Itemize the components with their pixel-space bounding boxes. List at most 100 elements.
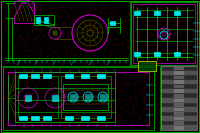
Point bbox=[75, 112, 79, 115]
Point bbox=[90, 80, 93, 83]
Bar bbox=[174, 11, 180, 15]
Point bbox=[181, 22, 184, 24]
Point bbox=[109, 131, 113, 133]
Point bbox=[65, 90, 68, 92]
Point bbox=[0, 55, 3, 58]
Point bbox=[0, 42, 3, 44]
Point bbox=[123, 92, 127, 94]
Point bbox=[32, 13, 35, 15]
Point bbox=[179, 81, 182, 83]
Point bbox=[55, 16, 58, 19]
Point bbox=[10, 68, 13, 71]
Point bbox=[31, 5, 34, 7]
Point bbox=[159, 96, 162, 98]
Point bbox=[46, 93, 49, 95]
Point bbox=[51, 90, 55, 92]
Bar bbox=[161, 121, 197, 125]
Point bbox=[86, 106, 89, 108]
Point bbox=[112, 129, 115, 131]
Point bbox=[120, 44, 123, 47]
Point bbox=[118, 106, 122, 108]
Point bbox=[123, 56, 126, 58]
Point bbox=[23, 80, 26, 82]
Point bbox=[168, 58, 171, 61]
Point bbox=[140, 127, 143, 129]
Point bbox=[77, 69, 80, 71]
Point bbox=[171, 6, 174, 8]
Point bbox=[180, 120, 184, 122]
Point bbox=[86, 30, 90, 32]
Point bbox=[147, 24, 150, 27]
Point bbox=[6, 86, 9, 88]
Point bbox=[142, 20, 145, 22]
Point bbox=[139, 77, 142, 79]
Point bbox=[41, 64, 44, 66]
Point bbox=[87, 48, 90, 50]
Point bbox=[163, 49, 166, 51]
Point bbox=[92, 62, 95, 64]
Point bbox=[142, 10, 145, 12]
Point bbox=[52, 75, 56, 77]
Point bbox=[80, 78, 83, 81]
Point bbox=[183, 103, 186, 105]
Point bbox=[198, 81, 200, 83]
Point bbox=[80, 100, 83, 102]
Point bbox=[15, 17, 18, 19]
Point bbox=[188, 51, 191, 53]
Point bbox=[22, 2, 26, 4]
Point bbox=[165, 56, 168, 58]
Point bbox=[133, 82, 136, 84]
Point bbox=[191, 129, 194, 131]
Point bbox=[51, 114, 54, 117]
Point bbox=[32, 106, 35, 108]
Point bbox=[86, 108, 89, 110]
Point bbox=[106, 123, 110, 125]
Point bbox=[34, 85, 37, 87]
Point bbox=[25, 75, 29, 77]
Point bbox=[33, 127, 36, 129]
Point bbox=[80, 105, 83, 107]
Point bbox=[4, 69, 7, 71]
Point bbox=[33, 38, 36, 40]
Point bbox=[132, 93, 135, 95]
Point bbox=[81, 132, 84, 133]
Bar bbox=[154, 11, 160, 15]
Point bbox=[141, 110, 144, 112]
Point bbox=[2, 49, 5, 51]
Point bbox=[117, 55, 121, 58]
Point bbox=[136, 74, 139, 76]
Point bbox=[152, 57, 156, 59]
Point bbox=[109, 87, 112, 90]
Point bbox=[150, 121, 154, 123]
Point bbox=[72, 68, 75, 70]
Point bbox=[151, 123, 154, 125]
Point bbox=[194, 75, 197, 77]
Point bbox=[126, 106, 130, 109]
Point bbox=[118, 71, 121, 73]
Point bbox=[167, 15, 170, 17]
Point bbox=[7, 41, 10, 43]
Point bbox=[151, 0, 154, 1]
Point bbox=[114, 57, 117, 59]
Point bbox=[62, 92, 66, 94]
Point bbox=[126, 86, 129, 88]
Point bbox=[159, 5, 162, 7]
Point bbox=[186, 100, 189, 103]
Point bbox=[90, 103, 93, 106]
Point bbox=[186, 16, 189, 18]
Point bbox=[98, 98, 101, 101]
Point bbox=[130, 15, 133, 17]
Point bbox=[198, 58, 200, 60]
Point bbox=[59, 70, 62, 73]
Point bbox=[98, 30, 101, 32]
Point bbox=[141, 68, 144, 70]
Point bbox=[92, 115, 95, 117]
Point bbox=[15, 80, 18, 82]
Point bbox=[19, 127, 23, 129]
Point bbox=[99, 96, 102, 98]
Point bbox=[53, 120, 56, 123]
Point bbox=[74, 53, 77, 55]
Point bbox=[72, 35, 75, 37]
Point bbox=[68, 32, 71, 34]
Point bbox=[101, 85, 105, 87]
